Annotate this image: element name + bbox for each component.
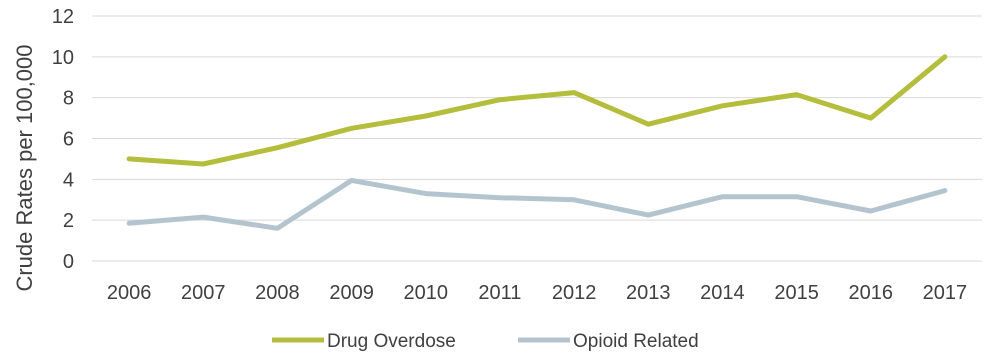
x-tick-label: 2008 (255, 282, 300, 304)
x-tick-label: 2007 (181, 282, 226, 304)
y-tick-label: 2 (63, 210, 74, 232)
x-tick-label: 2011 (478, 282, 521, 304)
y-axis-tick-labels: 0 2 4 6 8 10 12 (52, 6, 74, 273)
x-tick-label: 2009 (329, 282, 374, 304)
legend-label: Opioid Related (573, 331, 699, 352)
gridlines (92, 15, 982, 262)
y-tick-label: 12 (52, 6, 74, 28)
x-axis-tick-labels: 2006 2007 2008 2009 2010 2011 2012 2013 2014 2015… (107, 282, 967, 304)
x-tick-label: 2014 (700, 282, 745, 304)
y-tick-label: 4 (63, 169, 74, 191)
x-tick-label: 2015 (774, 282, 819, 304)
series-line-opioid-related (126, 177, 948, 231)
x-tick-label: 2016 (849, 282, 894, 304)
series-lines (126, 54, 948, 231)
legend: Drug Overdose Opioid Related (272, 331, 699, 352)
x-tick-label: 2017 (923, 282, 968, 304)
y-tick-label: 6 (63, 129, 74, 151)
x-tick-label: 2010 (404, 282, 449, 304)
series-line-drug-overdose (126, 54, 948, 167)
legend-label: Drug Overdose (327, 331, 456, 352)
y-tick-label: 8 (63, 88, 74, 110)
x-tick-label: 2012 (552, 282, 597, 304)
x-tick-label: 2013 (626, 282, 671, 304)
y-axis-title: Crude Rates per 100,000 (12, 44, 37, 291)
x-tick-label: 2006 (107, 282, 152, 304)
y-tick-label: 10 (52, 47, 74, 69)
y-tick-label: 0 (63, 251, 74, 273)
